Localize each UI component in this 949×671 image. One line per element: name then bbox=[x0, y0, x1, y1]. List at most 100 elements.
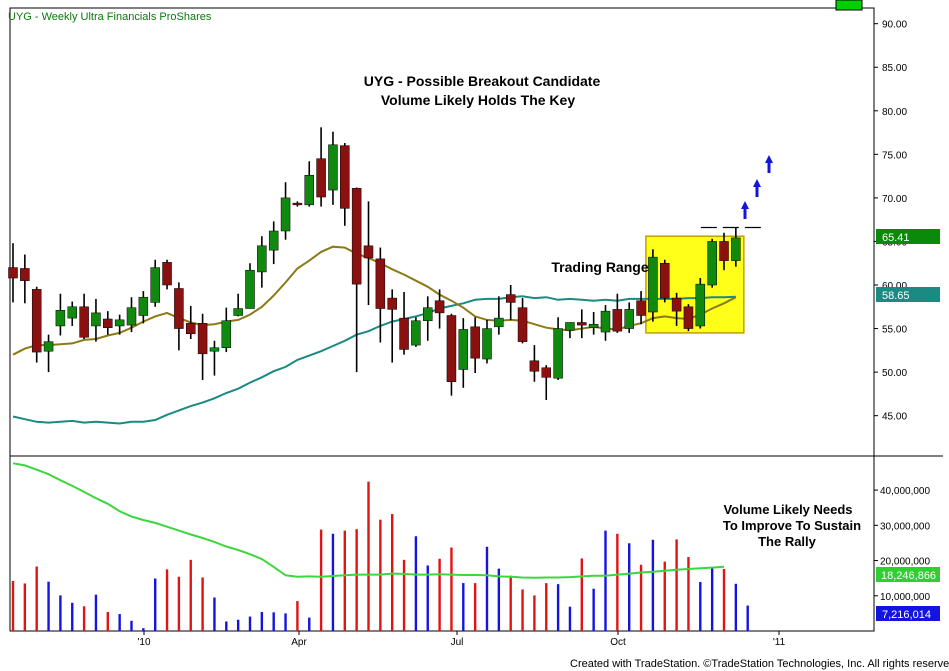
breakout-arrow-icon-3 bbox=[765, 155, 773, 173]
volume-bar bbox=[391, 514, 394, 631]
candle-body bbox=[114, 319, 125, 327]
volume-bar bbox=[47, 581, 50, 631]
candle-body bbox=[31, 289, 42, 353]
volume-ma-label: 18,246,866 bbox=[881, 570, 936, 582]
candle bbox=[434, 289, 445, 329]
arrow-head bbox=[741, 201, 749, 209]
volume-bar bbox=[130, 620, 133, 631]
volume-bar bbox=[272, 612, 275, 631]
candle bbox=[671, 292, 682, 326]
candle-body bbox=[67, 306, 77, 319]
candle bbox=[470, 317, 480, 373]
candle bbox=[174, 282, 184, 351]
volume-bar bbox=[296, 601, 299, 631]
candle bbox=[316, 127, 326, 207]
candle-body bbox=[423, 307, 433, 321]
candle bbox=[494, 296, 504, 335]
price-tick-label: 45.00 bbox=[882, 412, 907, 423]
volume-bar bbox=[592, 588, 595, 631]
candle bbox=[55, 293, 66, 336]
arrow-head bbox=[765, 155, 773, 163]
candle-body bbox=[494, 317, 504, 328]
chart-frame bbox=[9, 7, 943, 632]
candle-body bbox=[517, 307, 528, 342]
candle bbox=[328, 131, 338, 205]
candle bbox=[186, 305, 196, 340]
volume-bar bbox=[497, 568, 501, 631]
candle bbox=[340, 143, 350, 226]
price-tick-label: 85.00 bbox=[882, 63, 907, 74]
candle bbox=[150, 259, 160, 307]
candle bbox=[624, 302, 634, 333]
volume-bar bbox=[628, 543, 631, 631]
volume-bar bbox=[177, 576, 181, 631]
candle-body bbox=[43, 341, 54, 352]
volume-bar bbox=[462, 583, 465, 631]
candle-body bbox=[304, 175, 314, 206]
candle bbox=[126, 297, 137, 333]
last-close-label-bg bbox=[876, 229, 940, 244]
candle-body bbox=[731, 237, 741, 261]
candle-body bbox=[8, 267, 18, 279]
candle bbox=[719, 232, 729, 271]
candle-body bbox=[91, 312, 101, 327]
candle bbox=[233, 293, 243, 317]
candle-body bbox=[434, 300, 445, 314]
candle bbox=[292, 201, 303, 207]
x-tick-label: '11 bbox=[773, 637, 786, 648]
volume-bar bbox=[260, 611, 264, 631]
volume-bar bbox=[118, 614, 121, 631]
candle-body bbox=[328, 144, 338, 191]
candle bbox=[304, 161, 314, 207]
volume-bar bbox=[556, 584, 560, 631]
price-tick-label: 90.00 bbox=[882, 20, 907, 31]
candle bbox=[363, 201, 374, 306]
candle-body bbox=[268, 230, 279, 251]
volume-bar bbox=[710, 566, 714, 631]
candle bbox=[197, 313, 208, 380]
candle-body bbox=[482, 328, 492, 360]
volume-bar bbox=[248, 616, 252, 631]
price-tick-label: 80.00 bbox=[882, 107, 907, 118]
candle bbox=[482, 319, 492, 364]
candle-body bbox=[280, 197, 291, 232]
candle-body bbox=[221, 320, 232, 348]
candle bbox=[280, 182, 291, 240]
scroll-indicator[interactable] bbox=[835, 0, 863, 11]
ma-value-label-bg bbox=[876, 287, 940, 302]
candle-body bbox=[399, 317, 409, 350]
candle bbox=[423, 296, 433, 341]
volume-bar bbox=[71, 602, 74, 631]
volume-bar bbox=[616, 533, 619, 631]
annotation-volume-line3: The Rally bbox=[758, 534, 817, 549]
candle-body bbox=[186, 323, 196, 335]
candle-body bbox=[470, 326, 480, 359]
axis-layer: 45.0050.0055.0060.0065.0070.0075.0080.00… bbox=[137, 20, 930, 648]
candle-body bbox=[446, 315, 457, 382]
annotation-trading-range: Trading Range bbox=[551, 259, 648, 275]
volume-bar bbox=[94, 594, 98, 631]
volume-bar bbox=[485, 546, 489, 631]
volume-bar bbox=[343, 530, 346, 631]
candle-body bbox=[197, 323, 208, 355]
candle bbox=[612, 293, 623, 333]
volume-bar bbox=[201, 577, 204, 631]
candle bbox=[399, 291, 409, 355]
candle-body bbox=[577, 322, 587, 326]
volume-bar bbox=[11, 580, 15, 631]
volume-bar bbox=[426, 565, 429, 631]
candle bbox=[138, 291, 149, 324]
volume-bar bbox=[568, 606, 572, 631]
candle bbox=[162, 259, 172, 290]
candle-body bbox=[565, 322, 575, 331]
candle-body bbox=[316, 158, 326, 198]
annotation-title-line2: Volume Likely Holds The Key bbox=[381, 92, 575, 108]
candle-body bbox=[79, 306, 89, 338]
volume-bar bbox=[189, 559, 192, 631]
candle-body bbox=[150, 267, 160, 303]
volume-bar bbox=[308, 617, 311, 631]
candle-body bbox=[636, 300, 646, 316]
candle-body bbox=[103, 318, 113, 328]
volume-bar bbox=[154, 578, 157, 631]
volume-bar bbox=[663, 561, 666, 631]
